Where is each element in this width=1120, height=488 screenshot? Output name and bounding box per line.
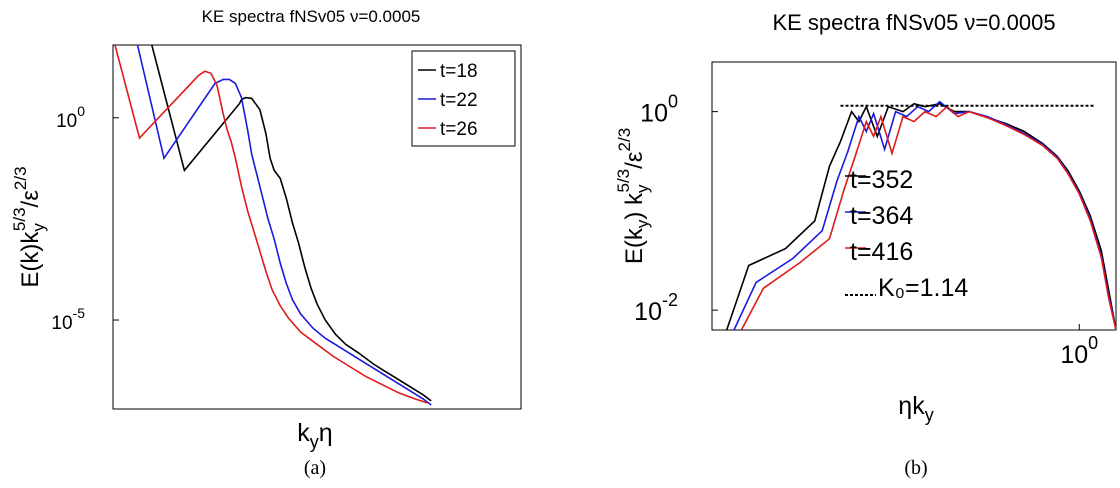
y-tick-label: 10-5 — [51, 305, 85, 334]
series-lines — [725, 100, 1116, 330]
y-axis-label: E(ky) ky5/3/ε2/3 — [614, 128, 652, 264]
plot-area — [711, 61, 1117, 331]
x-ticks: 100 — [1060, 324, 1098, 369]
y-tick-exp: 0 — [668, 92, 678, 112]
ylabel-tail-sup: 2/3 — [11, 166, 30, 190]
ylabel-base: E(k — [621, 227, 648, 264]
y-ticks: 100 10-5 — [51, 103, 119, 334]
series-line-t-26 — [114, 45, 428, 404]
ylabel-mid: ) k — [621, 192, 648, 220]
y-tick-label: 100 — [56, 103, 85, 132]
ylabel-tail: /ε — [621, 151, 648, 169]
legend-label-t364: t=364 — [850, 202, 913, 230]
legend-label-k0: K₀=1.14 — [878, 274, 968, 302]
xlabel-sub: y — [310, 432, 319, 452]
series-lines — [114, 45, 432, 406]
y-axis-label: E(k)ky5/3/ε2/3 — [10, 166, 48, 287]
legend: t=18 t=22 t=26 — [411, 50, 516, 147]
panel-label-a: (a) — [304, 457, 326, 479]
x-tick-label: 100 — [1060, 333, 1098, 369]
ylabel-sup: 5/3 — [10, 207, 29, 231]
series-line-t-22 — [136, 45, 432, 406]
legend-label-t416: t=416 — [850, 238, 913, 266]
legend-label-t18: t=18 — [440, 61, 478, 82]
series-line-t-18 — [151, 45, 432, 402]
xlabel-sub: y — [925, 405, 934, 425]
y-tick-exp: -5 — [73, 305, 86, 321]
series-line-t-416 — [740, 105, 1116, 330]
ylabel-base: E(k)k — [17, 231, 44, 288]
xlabel-base: k — [297, 419, 310, 447]
x-axis-label: ηky — [898, 392, 933, 425]
legend-label-t26: t=26 — [440, 119, 478, 140]
panel-label-b: (b) — [904, 457, 927, 479]
x-axis-label: kyη — [297, 419, 332, 452]
chart-title: KE spectra fNSv05 ν=0.0005 — [772, 10, 1055, 35]
y-tick-exp: 0 — [77, 103, 85, 119]
legend-label-t22: t=22 — [440, 90, 478, 111]
xlabel-tail: η — [319, 419, 333, 447]
panel-a: KE spectra fNSv05 ν=0.0005 100 10-5 t=18 … — [10, 7, 522, 479]
y-tick-label: 10-2 — [634, 290, 678, 326]
y-tick-exp: -2 — [662, 290, 678, 310]
ylabel-sup: 5/3 — [614, 169, 633, 193]
legend-label-t352: t=352 — [850, 166, 913, 194]
ylabel-tail: /ε — [17, 190, 44, 208]
ylabel-sub: y — [29, 223, 48, 232]
ylabel-sub2: y — [633, 184, 652, 193]
ylabel-sub: y — [633, 219, 652, 228]
chart-title: KE spectra fNSv05 ν=0.0005 — [202, 7, 421, 26]
y-tick-label: 100 — [640, 92, 678, 128]
panel-b: KE spectra fNSv05 ν=0.0005 100 10-2 100 t… — [614, 10, 1117, 479]
x-tick-exp: 0 — [1088, 333, 1098, 353]
xlabel-base: ηk — [898, 392, 925, 420]
legend: t=352 t=364 t=416 K₀=1.14 — [845, 166, 968, 302]
ylabel-tail-sup: 2/3 — [615, 128, 634, 152]
